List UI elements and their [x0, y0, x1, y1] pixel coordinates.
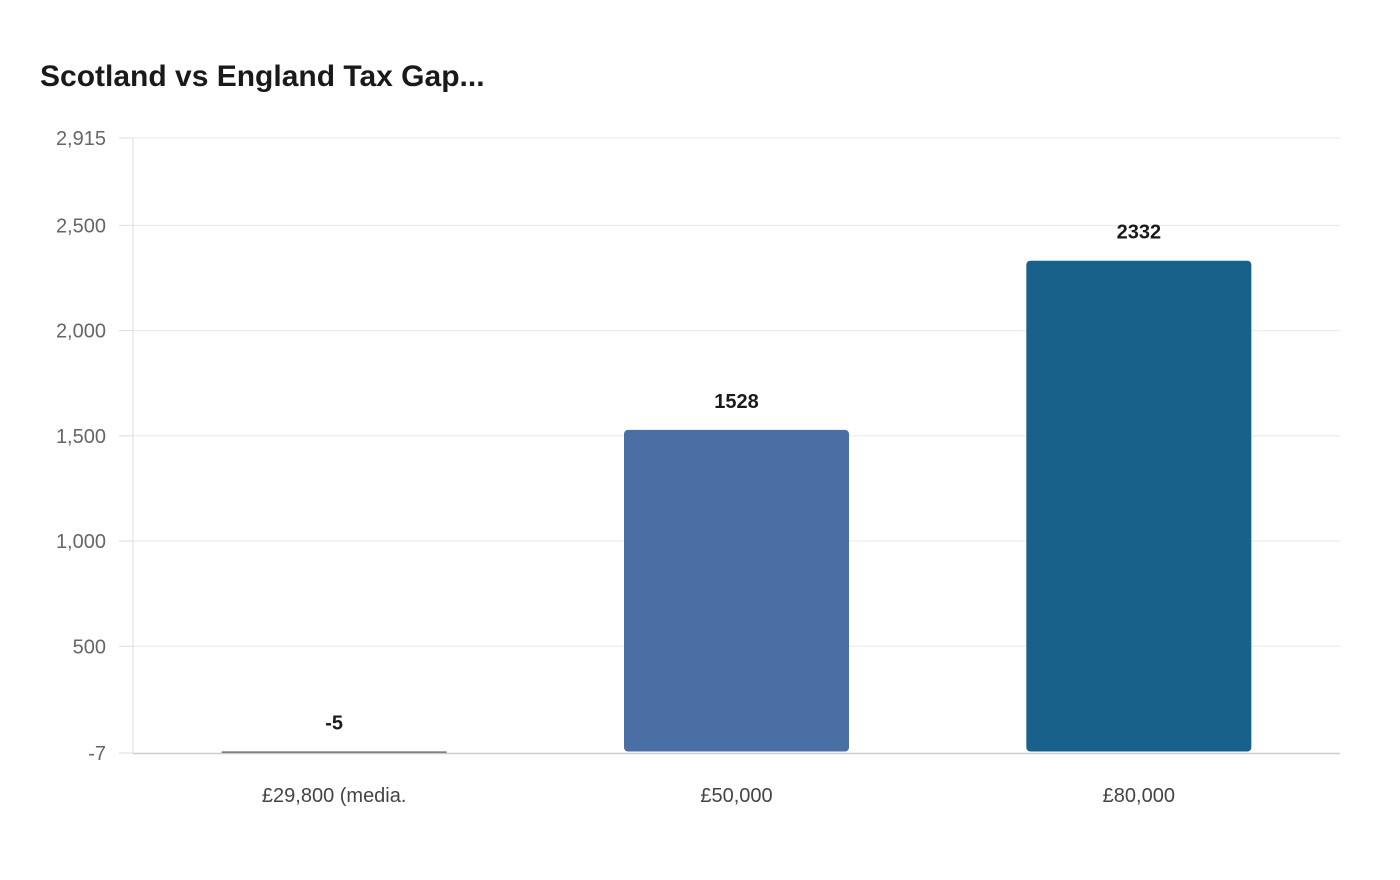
y-tick-label: 2,000 — [56, 321, 106, 343]
x-tick-label: £80,000 — [1103, 785, 1175, 807]
data-label: 2332 — [1117, 222, 1162, 244]
y-tick-label: 1,500 — [56, 426, 106, 448]
bar — [221, 751, 447, 753]
y-tick-label: 1,000 — [56, 531, 106, 553]
bar — [1026, 260, 1252, 752]
data-label: 1528 — [714, 391, 759, 413]
y-tick-label: -7 — [88, 743, 106, 765]
bar — [624, 429, 849, 752]
x-tick-label: £29,800 (media. — [262, 785, 407, 807]
x-tick-label: £50,000 — [700, 785, 772, 807]
y-tick-label: 2,915 — [56, 128, 106, 150]
y-tick-label: 2,500 — [56, 215, 106, 237]
data-label: -5 — [325, 713, 343, 735]
chart-title: Scotland vs England Tax Gap... — [40, 60, 485, 93]
y-tick-label: 500 — [73, 636, 106, 658]
